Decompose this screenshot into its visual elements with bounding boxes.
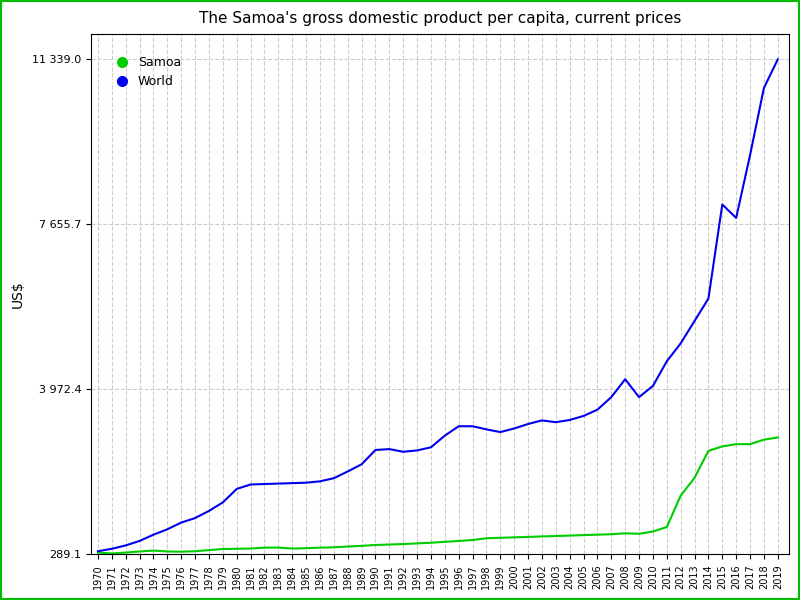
Legend: Samoa, World: Samoa, World <box>104 51 186 93</box>
Title: The Samoa's gross domestic product per capita, current prices: The Samoa's gross domestic product per c… <box>198 11 681 26</box>
Y-axis label: US$: US$ <box>11 280 25 308</box>
